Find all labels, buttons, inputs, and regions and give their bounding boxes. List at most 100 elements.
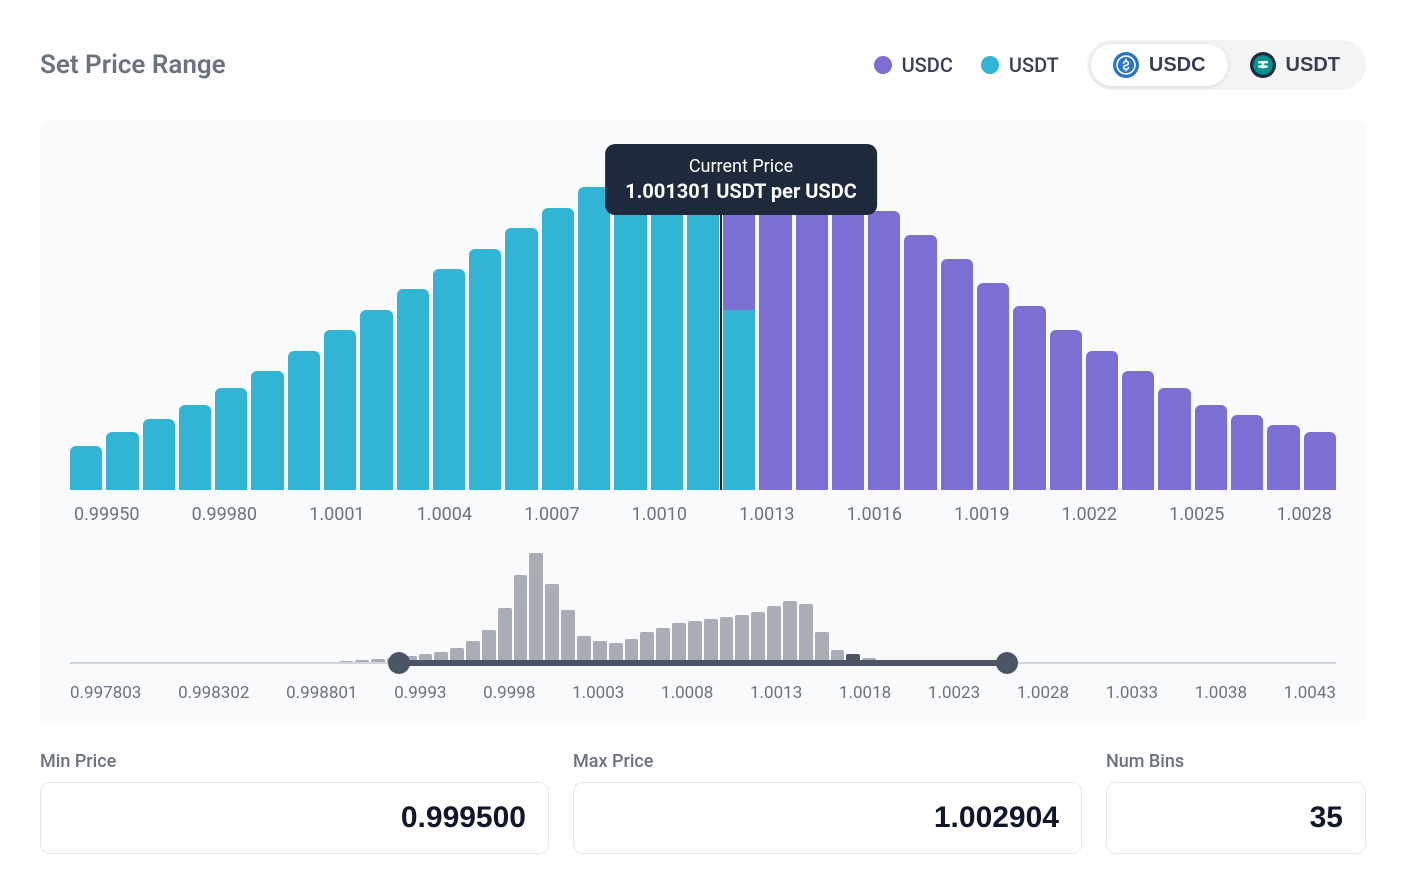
liquidity-bar <box>578 187 610 490</box>
x-tick-label: 1.0028 <box>1277 504 1332 525</box>
min-price-input[interactable] <box>40 782 549 854</box>
liquidity-bar <box>941 259 973 490</box>
x-tick-label: 1.0013 <box>739 504 794 525</box>
liquidity-bar <box>1122 371 1154 490</box>
liquidity-bar <box>1267 425 1299 490</box>
max-price-group: Max Price <box>573 751 1082 854</box>
liquidity-bar <box>1050 330 1082 490</box>
mini-x-tick-label: 1.0043 <box>1284 683 1336 703</box>
mini-x-tick-label: 1.0028 <box>1017 683 1069 703</box>
slider-selected-range <box>399 660 1007 666</box>
liquidity-bar <box>433 269 465 490</box>
token-toggle: USDC USDT <box>1087 40 1366 90</box>
mini-bar <box>545 584 559 663</box>
mini-bar <box>514 575 528 663</box>
x-tick-label: 0.99980 <box>192 504 257 525</box>
usdt-icon <box>1250 52 1276 78</box>
mini-bar <box>656 628 670 663</box>
max-price-label: Max Price <box>573 751 1082 772</box>
liquidity-bar <box>505 228 537 490</box>
main-chart-x-axis: 0.999500.999801.00011.00041.00071.00101.… <box>70 504 1336 525</box>
mini-chart-x-axis: 0.997803 0.998302 0.998801 0.9993 0.9998 1.00… <box>70 683 1336 703</box>
mini-bar <box>688 621 702 663</box>
liquidity-bar <box>215 388 247 490</box>
liquidity-bar <box>360 310 392 490</box>
mini-x-tick-label: 1.0003 <box>572 683 624 703</box>
tooltip-value: 1.001301 USDT per USDC <box>625 179 857 203</box>
mini-x-tick-label: 0.998801 <box>286 683 357 703</box>
x-tick-label: 1.0007 <box>524 504 579 525</box>
num-bins-group: Num Bins <box>1106 751 1366 854</box>
chart-panel: Current Price 1.001301 USDT per USDC 0.9… <box>40 120 1366 723</box>
x-tick-label: 1.0016 <box>847 504 902 525</box>
current-price-tooltip: Current Price 1.001301 USDT per USDC <box>605 144 877 215</box>
main-liquidity-chart: Current Price 1.001301 USDT per USDC <box>70 150 1336 490</box>
liquidity-bar <box>1013 306 1045 490</box>
liquidity-bar <box>1195 405 1227 490</box>
legend-item-usdt: USDT <box>981 53 1059 77</box>
legend-label: USDT <box>1009 53 1059 77</box>
liquidity-bar <box>614 170 646 490</box>
num-bins-label: Num Bins <box>1106 751 1366 772</box>
liquidity-bar <box>469 249 501 490</box>
mini-x-tick-label: 1.0033 <box>1106 683 1158 703</box>
slider-handle-right[interactable] <box>996 652 1018 674</box>
mini-x-tick-label: 0.998302 <box>178 683 249 703</box>
mini-histogram <box>70 553 1336 663</box>
header: Set Price Range USDCUSDT USDCUSDT <box>40 40 1366 90</box>
liquidity-bar <box>868 211 900 490</box>
legend: USDCUSDT <box>874 53 1059 77</box>
liquidity-bar <box>143 419 175 490</box>
token-toggle-label: USDT <box>1286 54 1340 77</box>
range-selector: 0.997803 0.998302 0.998801 0.9993 0.9998 1.00… <box>70 553 1336 703</box>
mini-bar <box>783 601 797 663</box>
min-price-group: Min Price <box>40 751 549 854</box>
liquidity-bar <box>288 351 320 490</box>
liquidity-bar <box>179 405 211 490</box>
x-tick-label: 1.0022 <box>1062 504 1117 525</box>
legend-dot-icon <box>981 56 999 74</box>
x-tick-label: 1.0025 <box>1169 504 1224 525</box>
liquidity-bar <box>1231 415 1263 490</box>
range-slider[interactable] <box>70 659 1336 667</box>
num-bins-input[interactable] <box>1106 782 1366 854</box>
mini-x-tick-label: 1.0038 <box>1195 683 1247 703</box>
x-tick-label: 0.99950 <box>74 504 139 525</box>
mini-x-tick-label: 1.0013 <box>750 683 802 703</box>
mini-bar <box>767 606 781 663</box>
token-toggle-usdt[interactable]: USDT <box>1228 44 1362 86</box>
x-tick-label: 1.0019 <box>954 504 1009 525</box>
liquidity-bar <box>251 371 283 490</box>
liquidity-bar <box>70 446 102 490</box>
liquidity-bar <box>1158 388 1190 490</box>
liquidity-bar <box>542 208 574 490</box>
inputs-row: Min Price Max Price Num Bins <box>40 751 1366 854</box>
mini-bar <box>720 617 734 663</box>
mini-bar <box>672 623 686 663</box>
mini-bar <box>498 608 512 663</box>
mini-x-tick-label: 0.9998 <box>483 683 535 703</box>
liquidity-bar <box>904 235 936 490</box>
min-price-label: Min Price <box>40 751 549 772</box>
header-right: USDCUSDT USDCUSDT <box>874 40 1366 90</box>
legend-dot-icon <box>874 56 892 74</box>
slider-handle-left[interactable] <box>388 652 410 674</box>
mini-bar <box>751 612 765 663</box>
liquidity-bar <box>832 191 864 490</box>
mini-x-tick-label: 1.0018 <box>839 683 891 703</box>
mini-bar <box>735 615 749 663</box>
liquidity-bar <box>106 432 138 490</box>
liquidity-bar <box>324 330 356 490</box>
token-toggle-label: USDC <box>1149 54 1206 77</box>
usdc-icon <box>1113 52 1139 78</box>
max-price-input[interactable] <box>573 782 1082 854</box>
mini-x-tick-label: 0.9993 <box>394 683 446 703</box>
x-tick-label: 1.0004 <box>417 504 472 525</box>
mini-x-tick-label: 0.997803 <box>70 683 141 703</box>
mini-x-tick-label: 1.0008 <box>661 683 713 703</box>
token-toggle-usdc[interactable]: USDC <box>1091 44 1228 86</box>
page-title: Set Price Range <box>40 50 226 80</box>
x-tick-label: 1.0001 <box>309 504 364 525</box>
liquidity-bar <box>977 283 1009 490</box>
mini-bar <box>799 604 813 663</box>
